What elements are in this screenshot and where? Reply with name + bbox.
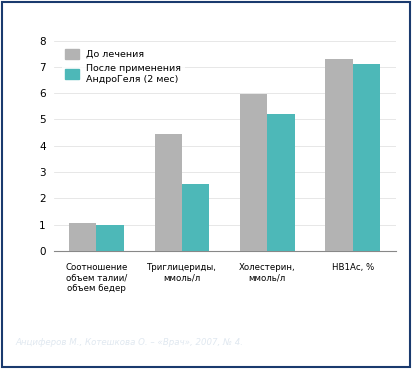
Legend: До лечения, После применения
АндроГеля (2 мес): До лечения, После применения АндроГеля (… (62, 45, 185, 87)
Bar (353, 64, 380, 251)
Bar (96, 225, 124, 251)
Bar (69, 223, 96, 251)
Bar (267, 114, 295, 251)
Bar (240, 94, 267, 251)
Bar (154, 134, 182, 251)
Bar (325, 59, 353, 251)
Text: Анциферов М., Котешкова О. – «Врач», 2007, № 4.: Анциферов М., Котешкова О. – «Врач», 200… (16, 338, 243, 347)
Bar (182, 184, 209, 251)
